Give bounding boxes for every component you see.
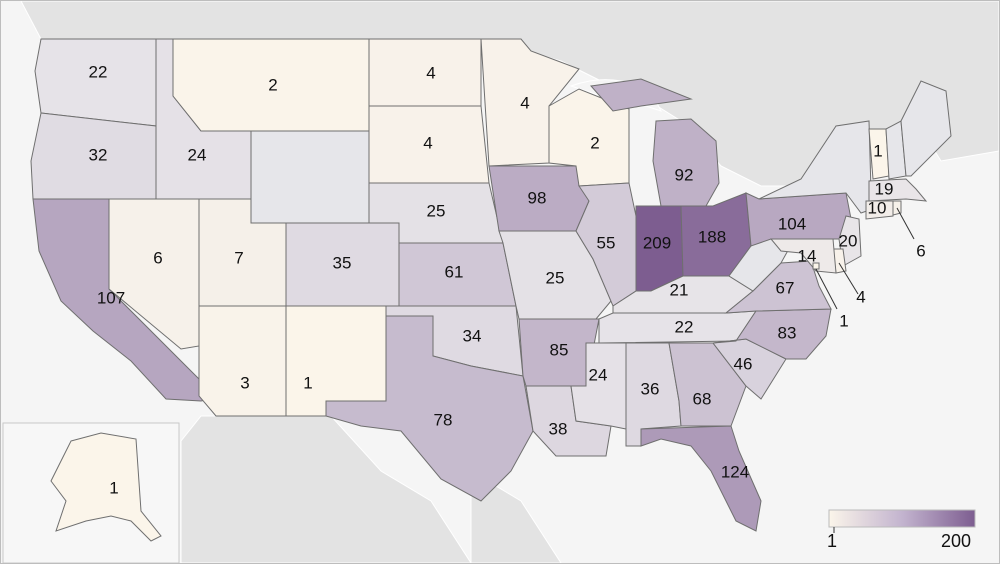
value-label-ri: 6 <box>916 241 925 260</box>
value-label-nm: 1 <box>303 373 312 392</box>
value-label-mn: 4 <box>520 93 529 112</box>
value-label-ms: 24 <box>589 365 608 384</box>
value-label-vt: 1 <box>873 141 882 160</box>
value-label-ut: 7 <box>234 248 243 267</box>
value-label-az: 3 <box>240 373 249 392</box>
legend-gradient-bar <box>828 509 976 528</box>
state-maine[interactable] <box>900 80 952 177</box>
value-label-ok: 34 <box>463 326 482 345</box>
legend: 1 200 <box>827 509 976 551</box>
value-label-ne: 25 <box>427 201 446 220</box>
labels-layer: 2232107246273351442561347849825853825592… <box>89 62 926 497</box>
state-wyoming[interactable] <box>250 130 370 224</box>
value-label-ak: 1 <box>109 478 118 497</box>
state-nevada[interactable] <box>108 198 200 350</box>
value-label-nv: 6 <box>153 248 162 267</box>
value-label-ks: 61 <box>445 262 464 281</box>
state-north-dakota[interactable] <box>368 38 482 107</box>
value-label-il: 55 <box>597 233 616 252</box>
value-label-ma: 19 <box>875 179 894 198</box>
state-alaska[interactable] <box>50 432 162 542</box>
value-label-oh: 188 <box>698 227 726 246</box>
value-label-id: 24 <box>188 145 207 164</box>
value-label-tx: 78 <box>434 410 453 429</box>
state-connecticut[interactable] <box>865 200 894 220</box>
state-michigan[interactable] <box>590 78 720 207</box>
value-label-la: 38 <box>549 419 568 438</box>
alaska-inset <box>2 422 180 563</box>
value-label-or: 32 <box>89 145 108 164</box>
value-label-mo: 25 <box>546 268 565 287</box>
leader-lines <box>815 207 915 310</box>
value-label-wi: 2 <box>590 133 599 152</box>
state-new-jersey[interactable] <box>838 215 862 267</box>
value-label-fl: 124 <box>721 462 749 481</box>
value-label-dc: 1 <box>839 311 848 330</box>
value-label-ar: 85 <box>550 340 569 359</box>
legend-min-label: 1 <box>827 531 837 551</box>
value-label-ky: 21 <box>670 280 689 299</box>
value-label-al: 36 <box>641 379 660 398</box>
value-label-nd: 4 <box>426 63 435 82</box>
value-label-co: 35 <box>333 253 352 272</box>
value-label-nc: 83 <box>778 323 797 342</box>
legend-max-label: 200 <box>941 531 971 551</box>
value-label-mt: 2 <box>268 75 277 94</box>
state-district-of-columbia[interactable] <box>812 262 820 270</box>
value-label-tn: 22 <box>675 317 694 336</box>
states-layer <box>30 38 952 532</box>
value-label-ga: 68 <box>693 389 712 408</box>
state-washington[interactable] <box>34 38 157 127</box>
value-label-md: 14 <box>798 246 817 265</box>
value-label-in: 209 <box>643 233 671 252</box>
value-label-va: 67 <box>776 278 795 297</box>
value-label-de: 4 <box>856 287 865 306</box>
value-label-mi: 92 <box>675 165 694 184</box>
value-label-ca: 107 <box>97 288 125 307</box>
value-label-ia: 98 <box>528 188 547 207</box>
value-label-sc: 46 <box>734 354 753 373</box>
value-label-ct: 10 <box>868 198 887 217</box>
value-label-pa: 104 <box>778 214 806 233</box>
state-new-mexico[interactable] <box>285 305 387 417</box>
value-label-sd: 4 <box>423 133 432 152</box>
value-label-nj: 20 <box>839 231 858 250</box>
value-label-wa: 22 <box>89 62 108 81</box>
state-maryland[interactable] <box>769 238 837 274</box>
background-land <box>20 1 999 563</box>
state-florida[interactable] <box>640 425 762 532</box>
state-arizona[interactable] <box>198 305 287 417</box>
state-texas[interactable] <box>325 315 534 502</box>
